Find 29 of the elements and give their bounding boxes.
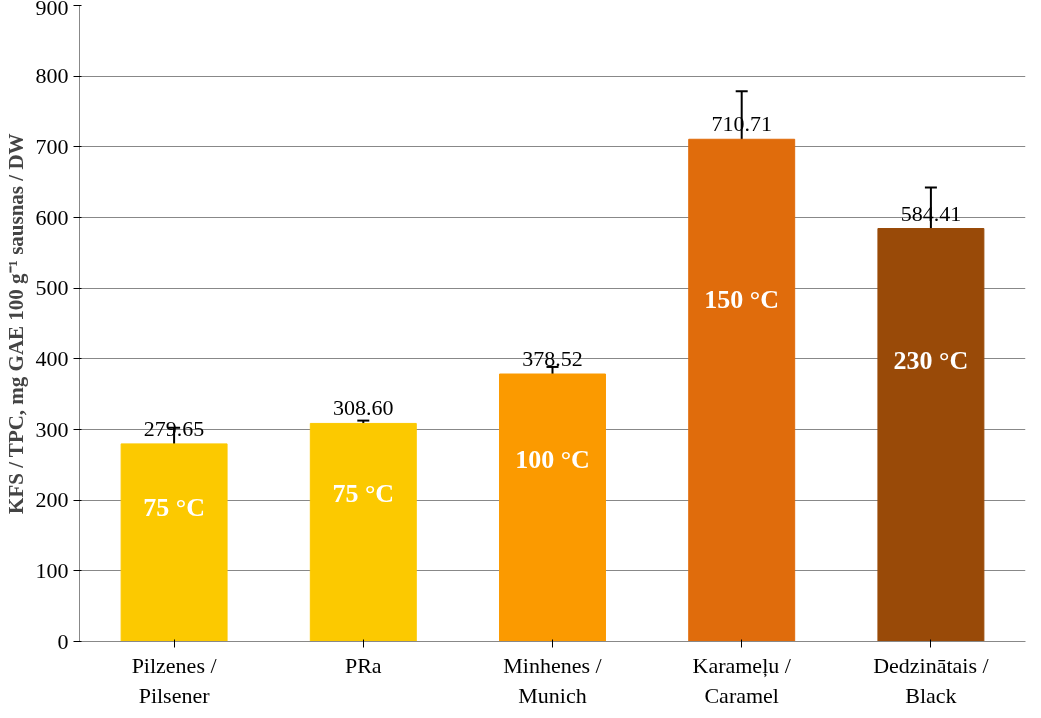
x-tick-label: Dedzinātais / Black: [873, 652, 990, 708]
data-label: 378.52: [522, 346, 583, 372]
data-label: 279.65: [143, 415, 205, 441]
bar: [499, 373, 606, 642]
y-tick-label: 500: [35, 275, 69, 301]
y-axis-title: KFS / TPC, mg GAE 100 g⁻¹ sausnas / DW: [3, 133, 28, 514]
bar: [877, 228, 985, 642]
y-tick-label: 800: [35, 63, 69, 89]
y-tick-label: 700: [35, 133, 69, 159]
x-tick-label: PRa: [344, 652, 382, 678]
y-tick-label: 600: [35, 204, 69, 230]
y-tick-label: 300: [35, 416, 69, 442]
bar: [688, 138, 796, 642]
annotation: 75 °C: [143, 492, 205, 522]
annotation: 100 °C: [515, 445, 590, 475]
x-tick-label: Minhenes / Munich: [503, 652, 603, 708]
y-tick-label: 900: [35, 0, 69, 20]
annotation: 75 °C: [332, 478, 395, 508]
bar: [120, 443, 228, 642]
y-tick-label: 200: [35, 487, 69, 513]
bar: [309, 422, 417, 642]
annotation: 150 °C: [704, 285, 780, 315]
data-label: 308.60: [333, 395, 394, 421]
y-tick-label: 400: [35, 345, 69, 371]
x-tick-label: Pilzenes / Pilsener: [131, 652, 218, 708]
y-tick-label: 0: [57, 628, 69, 654]
y-tick-label: 100: [35, 557, 69, 583]
x-tick-label: Karameļu / Caramel: [692, 652, 792, 708]
annotation: 230 °C: [893, 346, 969, 376]
